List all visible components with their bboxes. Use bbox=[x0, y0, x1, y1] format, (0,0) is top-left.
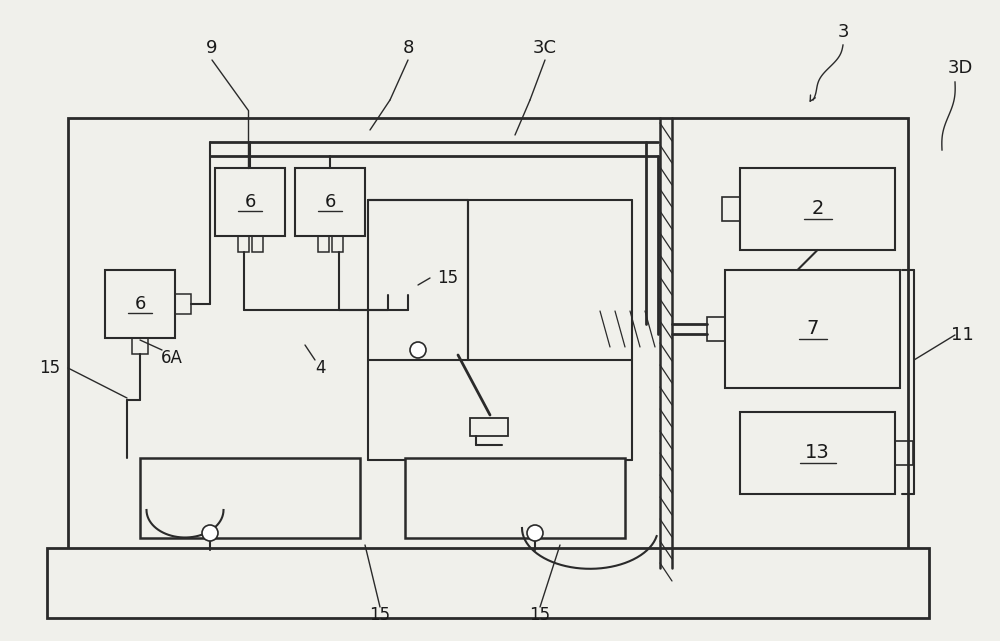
Text: 3C: 3C bbox=[533, 39, 557, 57]
Text: 6: 6 bbox=[324, 193, 336, 211]
Bar bbox=[332, 236, 343, 252]
Bar bbox=[215, 168, 285, 236]
Bar bbox=[725, 270, 900, 388]
Bar bbox=[175, 294, 191, 314]
Bar bbox=[47, 548, 929, 618]
Bar bbox=[140, 458, 360, 538]
Text: 4: 4 bbox=[315, 359, 325, 377]
Circle shape bbox=[527, 525, 543, 541]
Text: 3D: 3D bbox=[947, 59, 973, 77]
Text: 15: 15 bbox=[369, 606, 391, 624]
Circle shape bbox=[202, 525, 218, 541]
Text: 2: 2 bbox=[811, 199, 824, 219]
Text: 8: 8 bbox=[402, 39, 414, 57]
Bar bbox=[295, 168, 365, 236]
Bar bbox=[68, 118, 908, 568]
Bar bbox=[740, 412, 895, 494]
Bar bbox=[238, 236, 249, 252]
Text: 6: 6 bbox=[134, 295, 146, 313]
Text: 13: 13 bbox=[805, 444, 830, 463]
Bar bbox=[895, 441, 913, 465]
Text: 7: 7 bbox=[806, 319, 819, 338]
Bar bbox=[470, 418, 508, 436]
Text: 15: 15 bbox=[437, 269, 459, 287]
Text: 6A: 6A bbox=[161, 349, 183, 367]
Text: 11: 11 bbox=[951, 326, 973, 344]
Text: 6: 6 bbox=[244, 193, 256, 211]
Bar bbox=[740, 168, 895, 250]
Text: 9: 9 bbox=[206, 39, 218, 57]
Bar bbox=[252, 236, 263, 252]
Bar bbox=[132, 338, 148, 354]
Bar bbox=[318, 236, 329, 252]
Circle shape bbox=[410, 342, 426, 358]
Bar bbox=[722, 197, 740, 221]
Text: 3: 3 bbox=[837, 23, 849, 41]
Text: 15: 15 bbox=[39, 359, 61, 377]
Bar bbox=[405, 458, 625, 538]
Text: 15: 15 bbox=[529, 606, 551, 624]
Bar bbox=[105, 270, 175, 338]
Bar bbox=[707, 317, 725, 341]
